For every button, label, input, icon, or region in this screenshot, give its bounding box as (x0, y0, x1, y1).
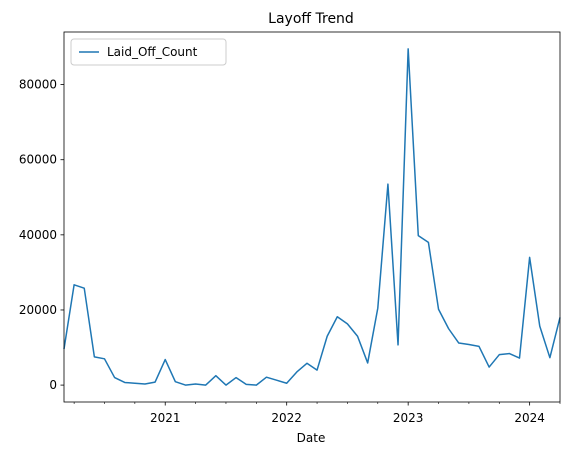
plot-frame (63, 31, 561, 403)
y-tick-label: 20000 (19, 303, 57, 317)
y-tick-label: 0 (49, 378, 57, 392)
y-tick-label: 60000 (19, 153, 57, 167)
legend-label: Laid_Off_Count (107, 45, 198, 59)
plot-area (63, 31, 561, 403)
x-tick-label: 2023 (393, 411, 424, 425)
chart-title: Layoff Trend (268, 11, 354, 27)
x-tick-label: 2021 (150, 411, 181, 425)
y-tick-label: 80000 (19, 78, 57, 92)
x-tick-label: 2022 (271, 411, 302, 425)
series-line-0 (63, 48, 561, 386)
x-axis: 2021 2022 2023 2024 (73, 402, 561, 425)
y-tick-label: 40000 (19, 228, 57, 242)
x-axis-label: Date (297, 431, 326, 445)
legend-box (70, 38, 227, 66)
y-axis: 0 20000 40000 60000 80000 (19, 78, 64, 392)
x-tick-label: 2024 (514, 411, 545, 425)
legend: Laid_Off_Count (70, 38, 227, 66)
